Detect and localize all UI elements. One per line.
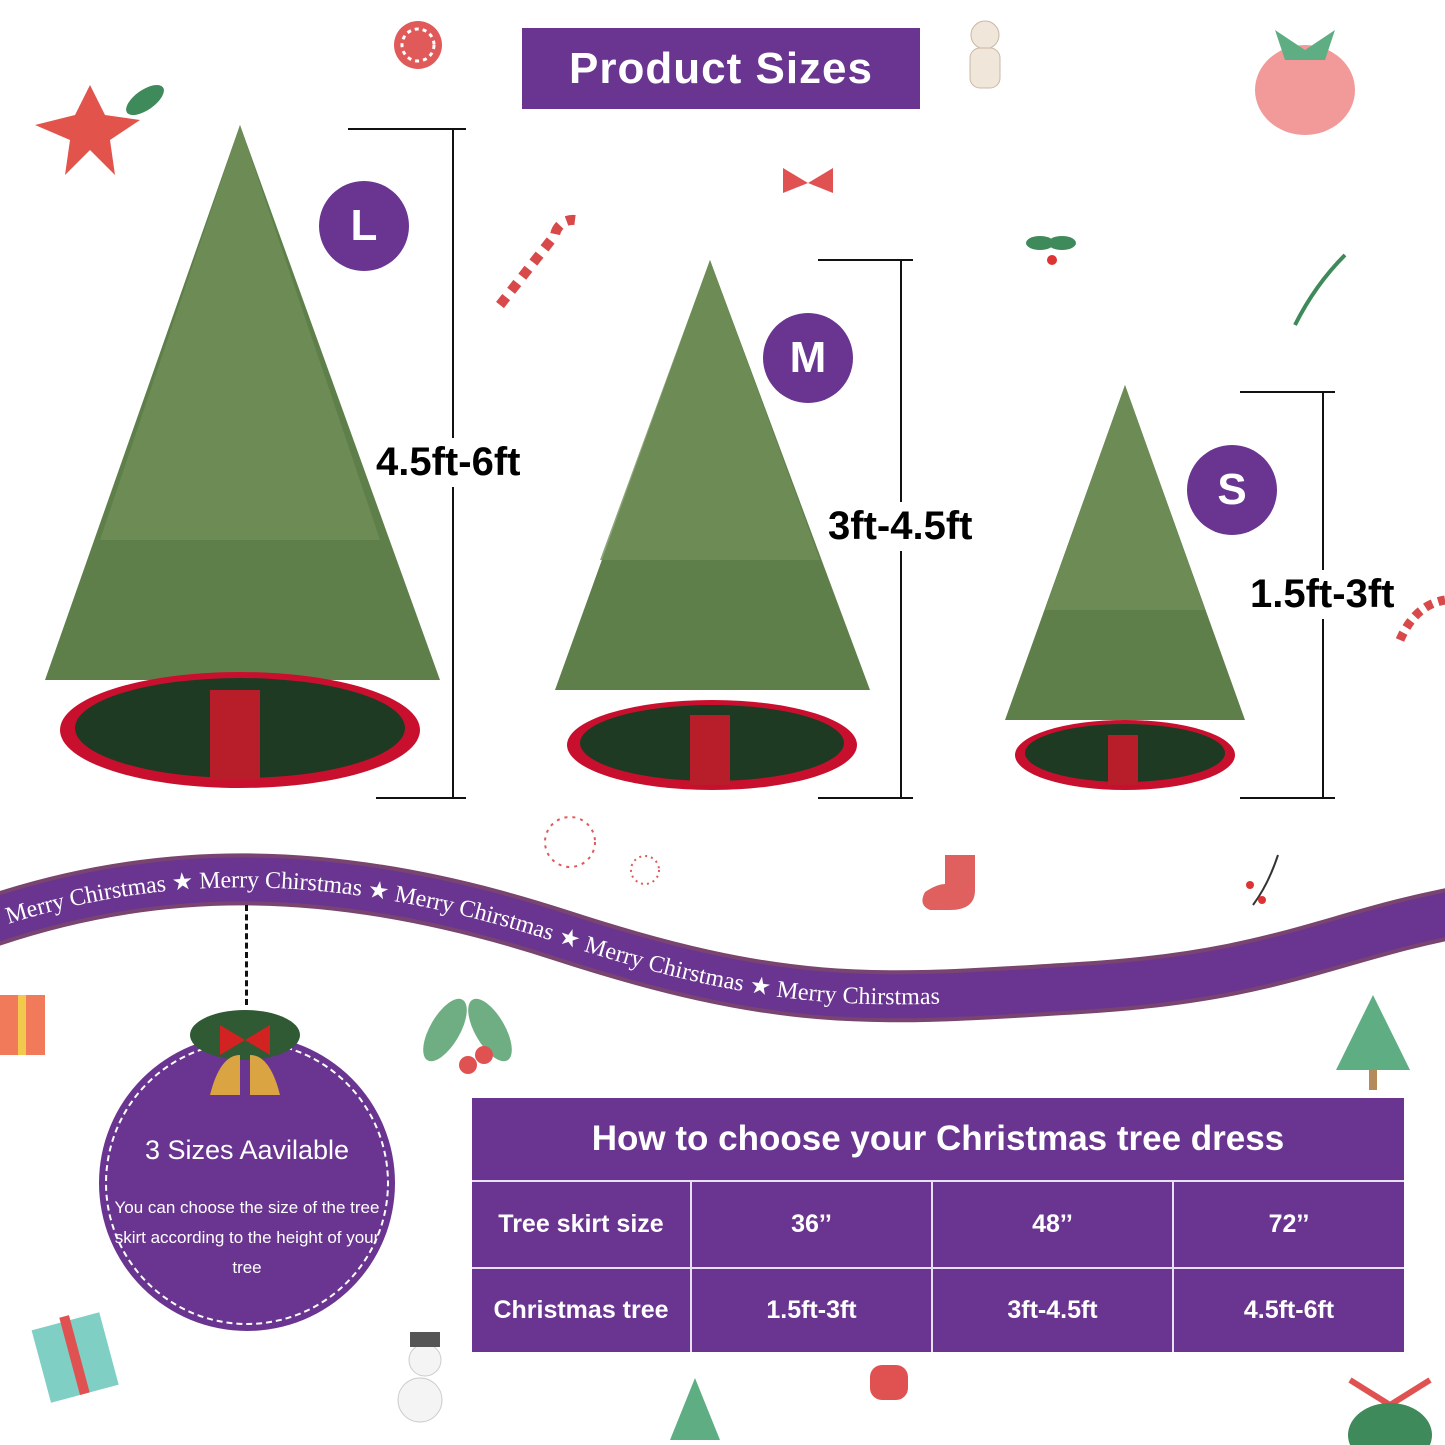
- berry-branch-icon: [1246, 854, 1279, 906]
- height-bracket-bottom-s: [1240, 797, 1335, 799]
- table-cell: 48’’: [933, 1182, 1174, 1267]
- height-bracket-top-m: [818, 259, 913, 261]
- badge-description: You can choose the size of the tree skir…: [114, 1198, 380, 1277]
- hanging-string: [245, 905, 248, 1005]
- pine-tree-icon: [1336, 995, 1410, 1090]
- mitten-icon: [870, 1365, 908, 1400]
- table-row-skirt-size: Tree skirt size 36’’ 48’’ 72’’: [472, 1182, 1404, 1269]
- snowflake-icon: [544, 816, 660, 885]
- ornament-icon: [394, 21, 442, 69]
- row-label: Christmas tree: [472, 1269, 692, 1352]
- table-cell: 4.5ft-6ft: [1243, 1296, 1335, 1324]
- holly-icon: [1026, 236, 1076, 265]
- candy-cane-icon: [496, 214, 576, 309]
- table-cell: 1.5ft-3ft: [692, 1269, 933, 1352]
- gift-icon: [31, 1312, 119, 1403]
- tree-small: [1005, 385, 1245, 790]
- sizes-available-badge: 3 Sizes Aavilable You can choose the siz…: [99, 1035, 395, 1331]
- size-badge-s: S: [1187, 445, 1277, 535]
- table-cell: 72’’: [1268, 1210, 1310, 1238]
- hanging-ornament-icon: [1255, 30, 1355, 135]
- size-badge-l: L: [319, 181, 409, 271]
- star-icon: ★: [366, 877, 397, 907]
- star-icon: ★: [0, 905, 10, 938]
- table-title: How to choose your Christmas tree dress: [472, 1098, 1404, 1182]
- size-badge-m: M: [763, 313, 853, 403]
- star-icon: ★: [748, 972, 779, 1002]
- holly-icon: [423, 998, 512, 1074]
- tree-large: [45, 125, 440, 788]
- star-icon: ★: [171, 869, 200, 897]
- height-bracket-bottom-l: [376, 797, 466, 799]
- branch-icon: [1293, 253, 1347, 326]
- size-range-m: 3ft-4.5ft: [828, 502, 973, 551]
- height-bracket-top-s: [1240, 391, 1335, 393]
- size-range-s: 1.5ft-3ft: [1250, 570, 1395, 619]
- page-title: Product Sizes: [522, 28, 920, 109]
- row-label: Tree skirt size: [472, 1182, 692, 1267]
- merry-christmas-ribbon: ★ Merry Chirstmas ★ Merry Chirstmas ★ Me…: [0, 840, 1445, 1040]
- bells-bow-icon: [190, 1010, 300, 1095]
- height-bracket-top-l: [348, 128, 466, 130]
- candy-cane-icon: [1395, 595, 1445, 642]
- badge-title: 3 Sizes Aavilable: [144, 1135, 350, 1165]
- table-cell: 36’’: [692, 1182, 933, 1267]
- size-guide-table: How to choose your Christmas tree dress …: [472, 1098, 1404, 1352]
- snowman-icon: [397, 1332, 443, 1423]
- gift-icon: [0, 995, 45, 1055]
- size-range-l: 4.5ft-6ft: [376, 438, 521, 487]
- poinsettia-icon: [35, 84, 164, 175]
- table-cell: 3ft-4.5ft: [933, 1269, 1174, 1352]
- tree-medium: [555, 260, 870, 790]
- table-row-tree-height: Christmas tree 1.5ft-3ft 3ft-4.5ft 4.5ft…: [472, 1269, 1404, 1352]
- pine-tree-icon: [670, 1378, 720, 1440]
- trees-illustration: [45, 125, 1245, 790]
- stocking-icon: [922, 855, 975, 910]
- height-bracket-bottom-m: [818, 797, 913, 799]
- ornament-icon: [1348, 1377, 1432, 1445]
- bow-icon: [783, 168, 833, 193]
- gingerbread-icon: [969, 20, 1001, 89]
